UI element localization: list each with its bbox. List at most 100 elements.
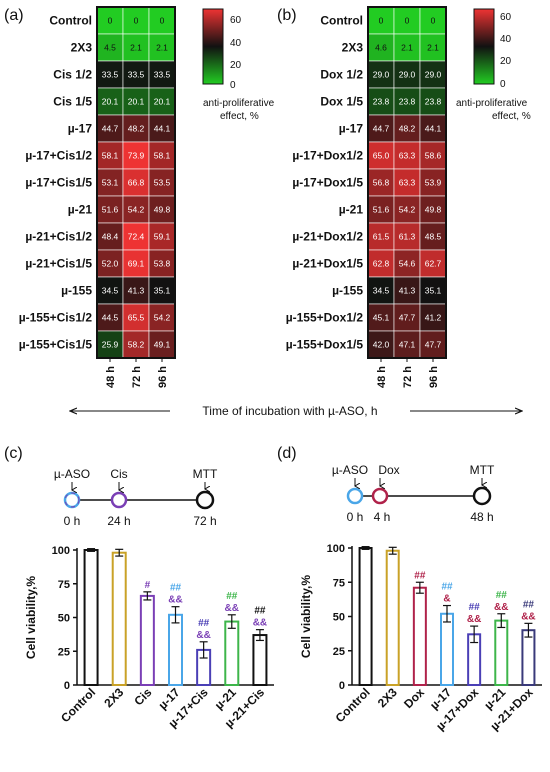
heatmap-cell: [393, 330, 421, 359]
heatmap-cell: [122, 249, 150, 278]
bar: [494, 619, 509, 686]
heatmap-cell: [419, 33, 447, 62]
bar-category-label: Dox: [401, 685, 427, 711]
heatmap-cell-value: 59.1: [154, 232, 171, 242]
colorbar-a-label-line2: effect, %: [220, 111, 259, 122]
heatmap-row-label: µ-155+Dox1/5: [286, 338, 364, 352]
heatmap-cell-value: 23.8: [373, 97, 390, 107]
heatmap-col-label: 72 h: [402, 366, 414, 388]
bar-significance-mark: ##: [496, 590, 508, 601]
heatmap-cell-value: 58.1: [102, 151, 119, 161]
heatmap-row-label: µ-21: [68, 203, 93, 217]
heatmap-cell-value: 52.0: [102, 259, 119, 269]
heatmap-cell: [122, 168, 150, 197]
colorbar-a-tick-60: 60: [230, 15, 242, 26]
bar-significance-mark: #: [145, 580, 151, 591]
bar: [440, 612, 454, 687]
bar: [385, 549, 400, 686]
heatmap-cell: [419, 330, 447, 359]
heatmap-cell: [393, 87, 421, 116]
heatmap-cell-value: 20.1: [154, 97, 171, 107]
heatmap-cell-value: 56.8: [373, 178, 390, 188]
bar-y-tick-label: 75: [58, 579, 70, 591]
bar-significance-mark-secondary: &&: [494, 602, 508, 613]
heatmap-cell: [419, 249, 447, 278]
heatmap-row-label: Dox 1/2: [320, 68, 363, 82]
heatmap-cell-value: 35.1: [154, 286, 171, 296]
colorbar-b-tick-0: 0: [500, 79, 506, 90]
bar-y-label: Cell viability,%: [24, 576, 38, 659]
heatmap-cell: [419, 276, 447, 305]
heatmap-cell-value: 44.7: [373, 124, 390, 134]
bar: [111, 551, 127, 687]
heatmap-cell-value: 54.2: [128, 205, 145, 215]
timeline-c-time-0: 0 h: [64, 514, 81, 528]
bar: [139, 594, 155, 687]
panel-label-a: (a): [4, 7, 24, 24]
timeline-d: µ-ASO Dox MTT 0 h 4 h 48 h: [332, 463, 495, 524]
heatmap-cell-value: 23.8: [399, 97, 416, 107]
heatmap-cell-value: 44.5: [102, 313, 119, 323]
heatmap-cell: [122, 195, 150, 224]
heatmap-row-label: Control: [49, 14, 92, 28]
heatmap-cell-value: 73.9: [128, 151, 145, 161]
bar-significance-mark-secondary: &&: [225, 603, 239, 614]
heatmap-cell-value: 45.1: [373, 313, 390, 323]
bar-category-label: Cis: [131, 685, 154, 708]
heatmap-cell-value: 49.1: [154, 340, 171, 350]
heatmap-cell: [96, 6, 124, 35]
heatmap-cell-value: 0: [405, 16, 410, 26]
heatmap-cell-value: 2.1: [401, 43, 413, 53]
bar-significance-mark: ##: [198, 618, 210, 629]
heatmap-cell-value: 49.8: [154, 205, 171, 215]
bar-category-label: 2X3: [101, 685, 126, 710]
heatmap-cell: [367, 168, 395, 197]
panel-label-b: (b): [277, 7, 297, 24]
heatmap-cell-value: 61.3: [399, 232, 416, 242]
heatmap-cell: [419, 60, 447, 89]
bar-significance-mark: ##: [469, 602, 481, 613]
heatmap-row-label: 2X3: [342, 41, 364, 55]
bar-y-tick-label: 50: [333, 612, 345, 624]
heatmap-cell-value: 33.5: [102, 70, 119, 80]
heatmap-cell-value: 47.1: [399, 340, 416, 350]
heatmap-cell-value: 44.7: [102, 124, 119, 134]
colorbar-b-label-line2: effect, %: [492, 111, 531, 122]
heatmap-cell-value: 48.4: [102, 232, 119, 242]
heatmap-cell: [96, 87, 124, 116]
colorbar-a-tick-20: 20: [230, 60, 242, 71]
heatmap-cell-value: 58.2: [128, 340, 145, 350]
heatmap-row-label: µ-155+Cis1/2: [19, 311, 93, 325]
heatmap-cell-value: 20.1: [102, 97, 119, 107]
heatmap-cell: [122, 6, 150, 35]
bar-significance-mark: ##: [170, 583, 182, 594]
heatmap-cell-value: 0: [160, 16, 165, 26]
heatmap-cell: [393, 60, 421, 89]
heatmap-row-label: µ-17+Cis1/5: [25, 176, 92, 190]
heatmap-b: Control 0 0 0 2X3 4.6 2.1 2.1 Dox 1/2 29.0 29.0 29.…: [286, 6, 447, 388]
heatmap-row-label: µ-21+Dox1/2: [292, 230, 363, 244]
timeline-c-label-1: Cis: [110, 467, 127, 481]
heatmap-cell-value: 2.1: [156, 43, 168, 53]
bar-significance-mark-secondary: &&: [168, 595, 182, 606]
heatmap-row-label: µ-155+Cis1/5: [19, 338, 93, 352]
heatmap-row-label: µ-21+Cis1/5: [25, 257, 92, 271]
colorbar-b-gradient: [473, 8, 495, 85]
heatmap-cell-value: 53.1: [102, 178, 119, 188]
bar: [83, 549, 99, 686]
bar: [412, 586, 427, 686]
timeline-c: µ-ASO Cis MTT 0 h 24 h 72 h: [54, 467, 218, 528]
timeline-c-label-2: MTT: [193, 467, 218, 481]
heatmap-cell: [367, 330, 395, 359]
heatmap-cell: [148, 33, 176, 62]
heatmap-cell-value: 65.5: [128, 313, 145, 323]
heatmap-cell-value: 41.3: [399, 286, 416, 296]
colorbar-b: 60 40 20 0 anti-proliferative effect, %: [456, 8, 531, 122]
heatmap-cell: [367, 249, 395, 278]
heatmap-cell-value: 51.6: [373, 205, 390, 215]
heatmap-row-label: Cis 1/2: [53, 68, 92, 82]
heatmap-cell: [419, 114, 447, 143]
heatmap-cell: [96, 249, 124, 278]
bar-significance-mark-secondary: &&: [196, 630, 210, 641]
